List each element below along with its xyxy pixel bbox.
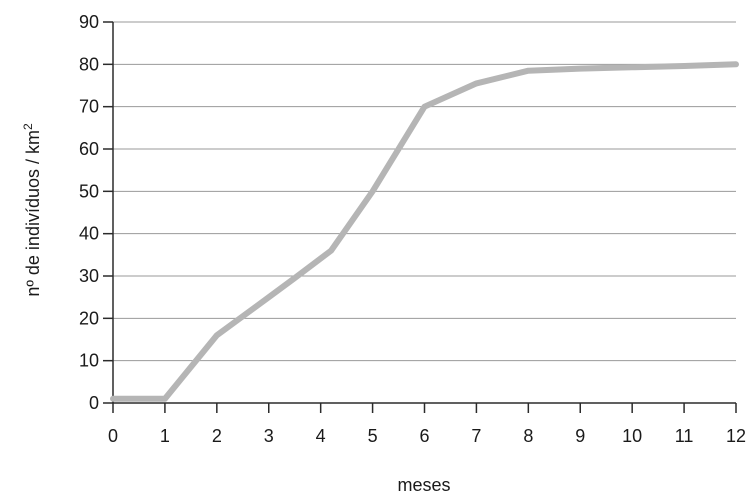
y-tick-label-60: 60 (79, 139, 99, 159)
data-series (110, 61, 739, 402)
y-axis-title-main: nº de indivíduos / km (23, 130, 43, 297)
y-tick-label-90: 90 (79, 12, 99, 32)
x-tick-label-5: 5 (368, 426, 378, 446)
x-tick-label-3: 3 (264, 426, 274, 446)
x-tick-label-4: 4 (316, 426, 326, 446)
x-tick-label-11: 11 (675, 426, 694, 446)
x-tick-label-7: 7 (471, 426, 481, 446)
y-tick-label-0: 0 (89, 393, 99, 413)
x-tick-label-12: 12 (726, 426, 746, 446)
x-tick-label-1: 1 (160, 426, 170, 446)
x-tick-label-2: 2 (212, 426, 222, 446)
gridlines (113, 21, 736, 362)
series-line-0 (110, 61, 739, 402)
x-tick-label-8: 8 (523, 426, 533, 446)
y-tick-label-10: 10 (79, 351, 99, 371)
x-axis-title: meses (397, 475, 450, 495)
axis-titles: meses nº de indivíduos / km2 (21, 123, 451, 495)
x-tick-label-9: 9 (575, 426, 585, 446)
y-tick-label-20: 20 (79, 308, 99, 328)
x-tick-label-6: 6 (419, 426, 429, 446)
y-axis-title: nº de indivíduos / km2 (21, 123, 43, 297)
y-tick-label-50: 50 (79, 181, 99, 201)
y-tick-label-70: 70 (79, 97, 99, 117)
y-tick-label-30: 30 (79, 266, 99, 286)
x-tick-label-0: 0 (108, 426, 118, 446)
y-tick-label-40: 40 (79, 224, 99, 244)
x-tick-label-10: 10 (622, 426, 642, 446)
y-axis-title-superscript: 2 (21, 123, 35, 130)
y-tick-label-80: 80 (79, 54, 99, 74)
axes (103, 21, 737, 413)
